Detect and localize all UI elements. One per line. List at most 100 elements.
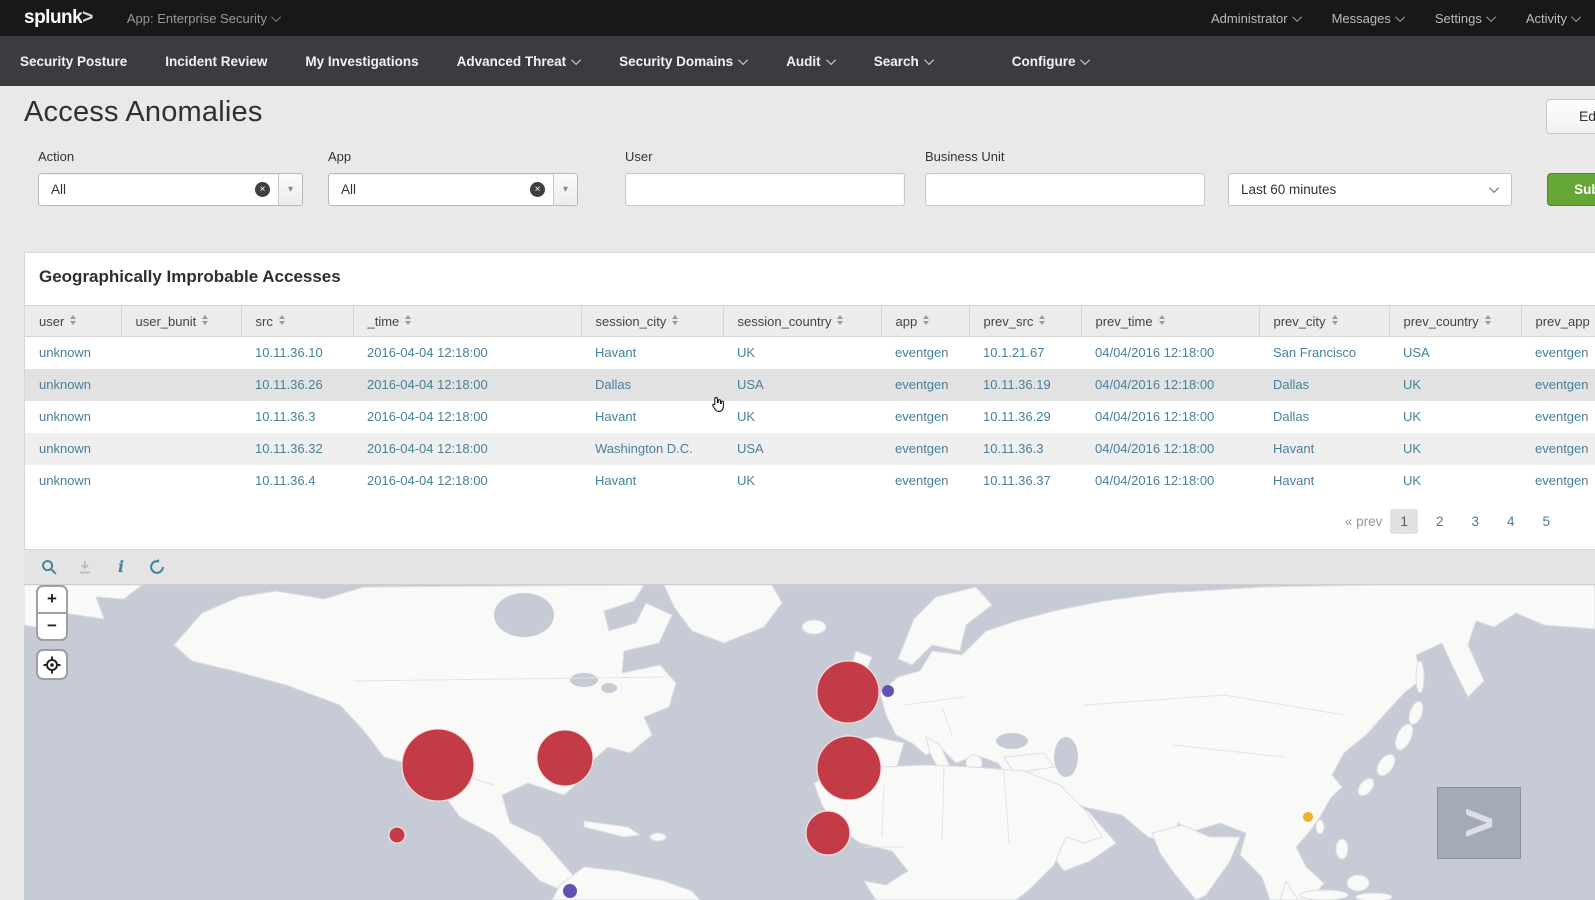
nav-item-incident-review[interactable]: Incident Review (165, 54, 267, 69)
cell-app[interactable]: eventgen (881, 432, 969, 465)
cell-prev_app[interactable]: eventgen (1535, 409, 1589, 424)
world-bubble-map[interactable]: + − > (24, 585, 1595, 900)
cell-prev_src[interactable]: 10.11.36.3 (969, 432, 1081, 465)
cell-user[interactable]: unknown (25, 432, 121, 465)
business-unit-input[interactable] (925, 173, 1205, 206)
column-header-user_bunit[interactable]: user_bunit (121, 305, 242, 337)
cell-_time[interactable]: 2016-04-04 12:18:00 (367, 345, 488, 361)
map-bubbles[interactable] (388, 660, 1313, 898)
cell-prev_time[interactable]: 04/04/2016 12:18:00 (1081, 368, 1259, 401)
cell-user_bunit[interactable] (121, 337, 241, 369)
red-map-bubble[interactable] (401, 728, 475, 802)
cell-prev_country[interactable]: USA (1403, 345, 1430, 361)
cell-user[interactable]: unknown (39, 409, 92, 424)
cell-prev_src[interactable]: 10.11.36.29 (983, 409, 1051, 424)
cell-prev_city[interactable]: San Francisco (1273, 345, 1357, 361)
cell-prev_time[interactable]: 04/04/2016 12:18:00 (1095, 473, 1215, 488)
red-map-bubble[interactable] (805, 810, 851, 856)
cell-prev_time[interactable]: 04/04/2016 12:18:00 (1095, 409, 1215, 424)
cell-user_bunit[interactable] (121, 368, 241, 401)
column-header-prev_city[interactable]: prev_city (1259, 305, 1390, 337)
pagination-page-4[interactable]: 4 (1506, 514, 1515, 529)
cell-user[interactable]: unknown (39, 345, 92, 361)
column-header-prev_src[interactable]: prev_src (969, 305, 1082, 337)
purple-map-bubble[interactable] (882, 685, 894, 697)
clear-x-icon[interactable]: × (530, 182, 545, 197)
column-header-prev_app[interactable]: prev_app (1521, 305, 1595, 337)
edit-button[interactable]: Edit (1546, 99, 1595, 134)
pagination-page-1[interactable]: 1 (1390, 509, 1418, 534)
locate-button[interactable] (36, 649, 68, 680)
cell-session_country[interactable]: UK (737, 345, 756, 361)
cell-prev_app[interactable]: eventgen (1521, 368, 1595, 401)
cell-prev_city[interactable]: Havant (1259, 432, 1389, 465)
refresh-icon[interactable] (148, 558, 166, 576)
column-header-prev_time[interactable]: prev_time (1081, 305, 1260, 337)
table-row[interactable]: unknown 10.11.36.32 2016-04-04 12:18:00 Was… (25, 432, 1595, 465)
pagination-page-5[interactable]: 5 (1542, 514, 1550, 529)
column-header-session_country[interactable]: session_country (723, 305, 882, 337)
column-header-src[interactable]: src (241, 305, 354, 337)
nav-item-configure[interactable]: Configure (1012, 54, 1091, 69)
cell-prev_app[interactable]: eventgen (1535, 345, 1589, 361)
cell-prev_city[interactable]: Dallas (1259, 368, 1389, 401)
pagination-prev[interactable]: « prev (1344, 514, 1383, 529)
cell-app[interactable]: eventgen (895, 409, 949, 424)
cell-prev_time[interactable]: 04/04/2016 12:18:00 (1081, 432, 1259, 465)
cell-prev_country[interactable]: UK (1403, 473, 1422, 488)
dropdown-caret-icon[interactable]: ▾ (553, 174, 577, 205)
topbar-item-activity[interactable]: Activity (1526, 11, 1582, 26)
nav-item-my-investigations[interactable]: My Investigations (305, 54, 418, 69)
cell-session_country[interactable]: USA (723, 368, 881, 401)
cell-session_city[interactable]: Dallas (581, 368, 723, 401)
cell-prev_app[interactable]: eventgen (1535, 473, 1589, 488)
cell-session_country[interactable]: USA (723, 432, 881, 465)
column-header-user[interactable]: user (25, 305, 122, 337)
table-row[interactable]: unknown 10.11.36.10 2016-04-04 12:18:00 Hav… (25, 337, 1595, 369)
column-header-session_city[interactable]: session_city (581, 305, 724, 337)
cell-prev_city[interactable]: Havant (1273, 473, 1315, 488)
cell-src[interactable]: 10.11.36.26 (241, 368, 353, 401)
cell-app[interactable]: eventgen (895, 345, 949, 361)
time-range-picker[interactable]: Last 60 minutes (1228, 173, 1512, 206)
cell-user[interactable]: unknown (25, 368, 121, 401)
cell-src[interactable]: 10.11.36.32 (241, 432, 353, 465)
info-icon[interactable]: i (117, 557, 125, 576)
cell-_time[interactable]: 2016-04-04 12:18:00 (367, 409, 488, 424)
cell-user_bunit[interactable] (121, 465, 241, 497)
red-map-bubble[interactable] (816, 660, 880, 724)
cell-prev_app[interactable]: eventgen (1521, 432, 1595, 465)
purple-map-bubble[interactable] (563, 884, 577, 898)
table-row[interactable]: unknown 10.11.36.3 2016-04-04 12:18:00 Hava… (25, 401, 1595, 433)
cell-src[interactable]: 10.11.36.3 (255, 409, 316, 424)
cell-_time[interactable]: 2016-04-04 12:18:00 (353, 432, 581, 465)
cell-session_city[interactable]: Havant (595, 409, 637, 424)
cell-prev_city[interactable]: Dallas (1273, 409, 1310, 424)
cell-user_bunit[interactable] (121, 432, 241, 465)
column-header-_time[interactable]: _time (353, 305, 582, 337)
cell-session_city[interactable]: Washington D.C. (581, 432, 723, 465)
app-switcher[interactable]: App: Enterprise Security (127, 11, 282, 26)
submit-button[interactable]: Submit (1547, 173, 1595, 206)
action-dropdown[interactable]: All × ▾ (38, 173, 303, 206)
cell-_time[interactable]: 2016-04-04 12:18:00 (353, 368, 581, 401)
user-input[interactable] (625, 173, 905, 206)
cell-session_country[interactable]: UK (737, 473, 756, 488)
topbar-item-administrator[interactable]: Administrator (1211, 11, 1302, 26)
cell-prev_src[interactable]: 10.1.21.67 (983, 345, 1045, 361)
cell-prev_time[interactable]: 04/04/2016 12:18:00 (1095, 345, 1215, 361)
topbar-item-settings[interactable]: Settings (1435, 11, 1496, 26)
cell-session_city[interactable]: Havant (595, 345, 637, 361)
table-row[interactable]: unknown 10.11.36.4 2016-04-04 12:18:00 Hava… (25, 465, 1595, 497)
column-header-prev_country[interactable]: prev_country (1389, 305, 1522, 337)
app-dropdown[interactable]: All × ▾ (328, 173, 578, 206)
pagination-page-3[interactable]: 3 (1471, 514, 1479, 529)
cell-src[interactable]: 10.11.36.10 (255, 345, 323, 361)
cell-prev_country[interactable]: UK (1389, 432, 1521, 465)
cell-user[interactable]: unknown (39, 473, 92, 488)
cell-_time[interactable]: 2016-04-04 12:18:00 (367, 473, 488, 488)
pagination-page-2[interactable]: 2 (1435, 514, 1444, 529)
cell-prev_country[interactable]: UK (1403, 409, 1422, 424)
table-row[interactable]: unknown 10.11.36.26 2016-04-04 12:18:00 Dal… (25, 368, 1595, 401)
cell-prev_src[interactable]: 10.11.36.19 (969, 368, 1081, 401)
